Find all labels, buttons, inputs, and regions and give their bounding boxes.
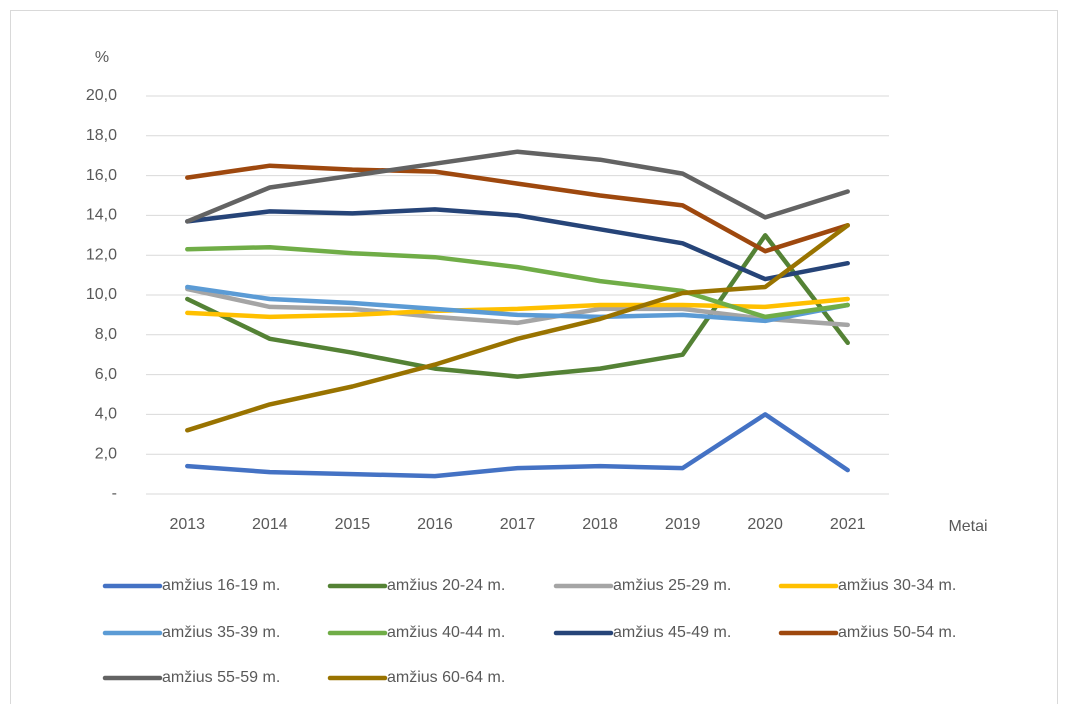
x-tick-label: 2016 (417, 516, 453, 533)
x-tick-label: 2017 (500, 516, 536, 533)
x-axis-label: Metai (948, 518, 987, 535)
x-tick-label: 2018 (582, 516, 618, 533)
series-line (185, 207, 850, 282)
x-tick-label: 2015 (335, 516, 371, 533)
y-tick-label: 14,0 (86, 207, 117, 224)
legend-label: amžius 35-39 m. (162, 624, 280, 641)
legend-label: amžius 60-64 m. (387, 669, 505, 686)
y-tick-label: 20,0 (86, 87, 117, 104)
series-line (185, 412, 850, 479)
legend-label: amžius 40-44 m. (387, 624, 505, 641)
series-line (185, 223, 850, 433)
y-tick-label: 12,0 (86, 246, 117, 263)
legend-label: amžius 50-54 m. (838, 624, 956, 641)
x-tick-label: 2021 (830, 516, 866, 533)
y-tick-label: - (112, 485, 117, 502)
x-tick-label: 2014 (252, 516, 288, 533)
series-line (185, 286, 850, 328)
series-line (185, 163, 850, 254)
y-tick-label: 10,0 (86, 286, 117, 303)
legend-label: amžius 30-34 m. (838, 577, 956, 594)
series-line (185, 244, 850, 320)
series-line (185, 284, 850, 324)
y-tick-label: 6,0 (95, 366, 117, 383)
legend-label: amžius 55-59 m. (162, 669, 280, 686)
x-tick-label: 2013 (169, 516, 205, 533)
legend-label: amžius 20-24 m. (387, 577, 505, 594)
y-axis-label: % (95, 49, 109, 66)
chart-frame (10, 10, 1058, 704)
y-tick-label: 8,0 (95, 326, 117, 343)
legend-label: amžius 16-19 m. (162, 577, 280, 594)
legend-label: amžius 45-49 m. (613, 624, 731, 641)
y-tick-label: 16,0 (86, 167, 117, 184)
series-line (185, 149, 850, 224)
y-tick-label: 18,0 (86, 127, 117, 144)
y-tick-label: 2,0 (95, 445, 117, 462)
x-tick-label: 2019 (665, 516, 701, 533)
y-tick-label: 4,0 (95, 406, 117, 423)
legend-label: amžius 25-29 m. (613, 577, 731, 594)
x-tick-label: 2020 (747, 516, 783, 533)
series-line (185, 233, 850, 379)
